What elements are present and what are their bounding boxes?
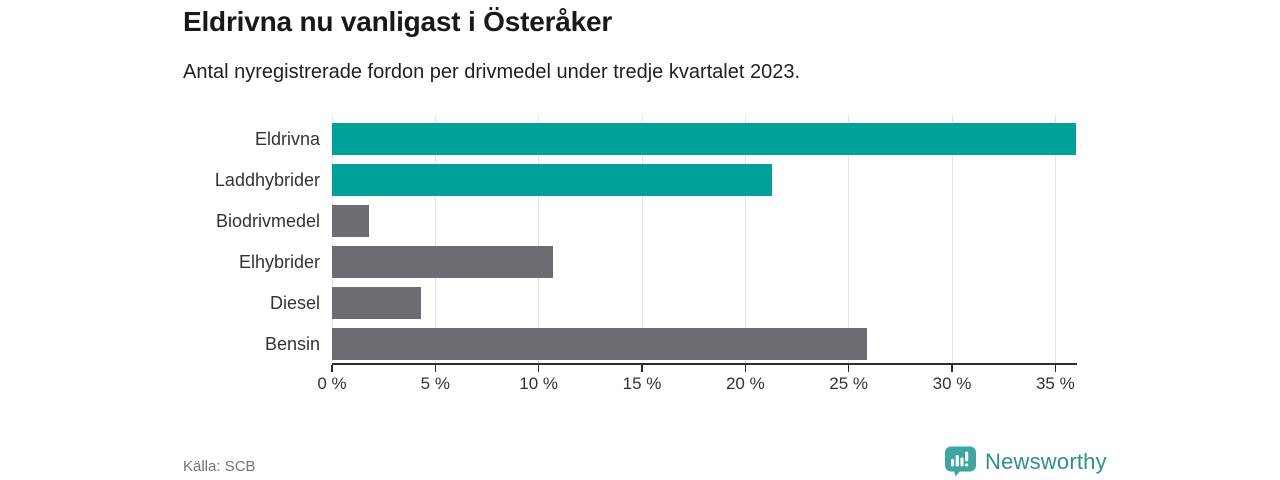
axis-tick — [434, 365, 437, 372]
gridline — [1054, 115, 1056, 363]
brand-name: Newsworthy — [985, 448, 1107, 474]
chart-subtitle: Antal nyregistrerade fordon per drivmede… — [183, 61, 801, 83]
axis-tick-label: 20 % — [725, 374, 765, 393]
newsworthy-icon — [944, 446, 977, 477]
bar-elhybrider — [332, 246, 554, 278]
gridline — [331, 115, 333, 363]
category-label-biodrivmedel: Biodrivmedel — [215, 211, 320, 231]
brand-logo: Newsworthy — [944, 446, 1107, 477]
axis-tick — [641, 365, 643, 372]
category-label-diesel: Diesel — [269, 293, 320, 313]
chart-title: Eldrivna nu vanligast i Österåker — [183, 6, 613, 37]
axis-tick — [847, 365, 850, 372]
x-axis-line — [332, 363, 1077, 365]
axis-tick-label: 0 % — [317, 374, 347, 393]
bar-diesel — [332, 287, 421, 319]
gridline — [641, 115, 643, 363]
bar-eldrivna — [332, 123, 1076, 155]
gridline — [434, 115, 436, 363]
axis-tick-label: 30 % — [932, 374, 972, 393]
gridline — [538, 115, 540, 363]
gridline — [848, 115, 850, 363]
axis-tick — [331, 365, 333, 372]
axis-tick-label: 15 % — [622, 374, 662, 393]
axis-tick-label: 35 % — [1035, 374, 1075, 393]
category-label-eldrivna: Eldrivna — [254, 129, 320, 149]
category-label-bensin: Bensin — [264, 334, 320, 354]
gridline — [744, 115, 746, 363]
gridline — [951, 115, 953, 363]
axis-tick — [1054, 365, 1057, 372]
bar-biodrivmedel — [332, 205, 370, 237]
source-note: Källa: SCB — [183, 458, 256, 475]
plot-area — [331, 115, 1076, 363]
bar-laddhybrider — [332, 164, 773, 196]
axis-tick — [744, 365, 747, 372]
category-label-elhybrider: Elhybrider — [238, 252, 320, 272]
axis-tick — [951, 365, 953, 372]
axis-tick-label: 10 % — [519, 374, 559, 393]
bar-bensin — [332, 328, 868, 360]
category-label-laddhybrider: Laddhybrider — [214, 170, 320, 190]
axis-tick-label: 5 % — [420, 374, 450, 393]
axis-tick — [537, 365, 540, 372]
axis-tick-label: 25 % — [829, 374, 869, 393]
